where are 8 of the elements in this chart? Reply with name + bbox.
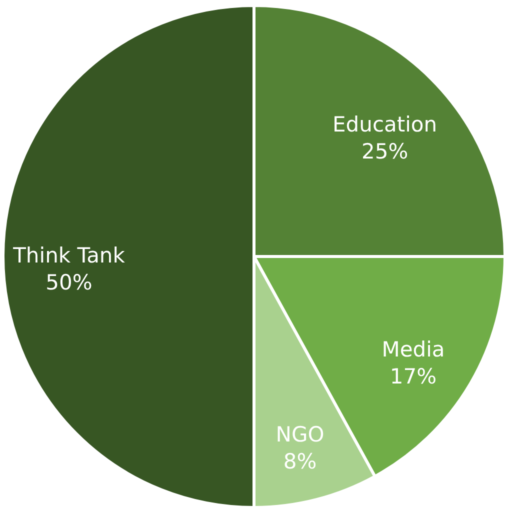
data-label: 25% <box>361 140 408 164</box>
data-label: 8% <box>283 450 317 474</box>
slice-label: NGO <box>276 422 324 447</box>
data-label: 50% <box>46 270 92 294</box>
slice-label: Education <box>332 112 438 137</box>
slice-label: Think Tank <box>12 244 126 268</box>
data-label: 17% <box>390 364 437 389</box>
slice-label: Media <box>382 338 445 362</box>
